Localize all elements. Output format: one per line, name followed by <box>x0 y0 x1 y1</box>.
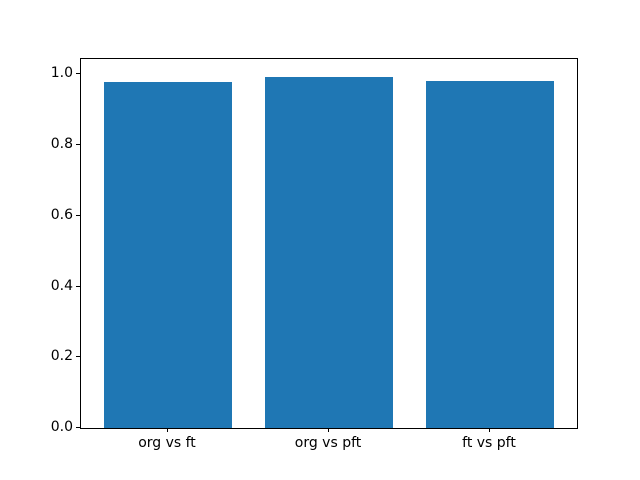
y-axis-tick-label: 0.8 <box>50 136 73 152</box>
y-axis-tick-label: 1.0 <box>50 65 73 82</box>
x-axis-tick-label: ft vs pft <box>462 435 516 451</box>
bar-org-vs-ft <box>103 82 233 428</box>
y-axis-tick-mark <box>76 356 80 358</box>
x-axis-tick-label: org vs ft <box>138 435 196 451</box>
x-axis-tick-mark <box>328 428 329 432</box>
y-axis-tick-mark <box>76 144 80 145</box>
x-axis-tick-label: org vs pft <box>294 435 362 451</box>
y-axis-tick-label: 0.0 <box>50 419 73 435</box>
y-axis-tick-mark <box>76 285 80 287</box>
bar-org-vs-pft <box>264 76 394 428</box>
plot-area <box>80 58 578 429</box>
x-axis-tick-mark <box>167 428 168 432</box>
y-axis-tick-mark <box>76 427 80 428</box>
y-axis-tick-mark <box>76 214 80 216</box>
y-axis-tick-mark <box>76 73 80 75</box>
bar-ft-vs-pft <box>425 80 555 428</box>
x-axis-tick-mark <box>489 428 490 432</box>
y-axis-tick-label: 0.4 <box>50 277 73 294</box>
y-axis-tick-label: 0.2 <box>50 348 73 365</box>
y-axis-tick-label: 0.6 <box>50 206 73 223</box>
